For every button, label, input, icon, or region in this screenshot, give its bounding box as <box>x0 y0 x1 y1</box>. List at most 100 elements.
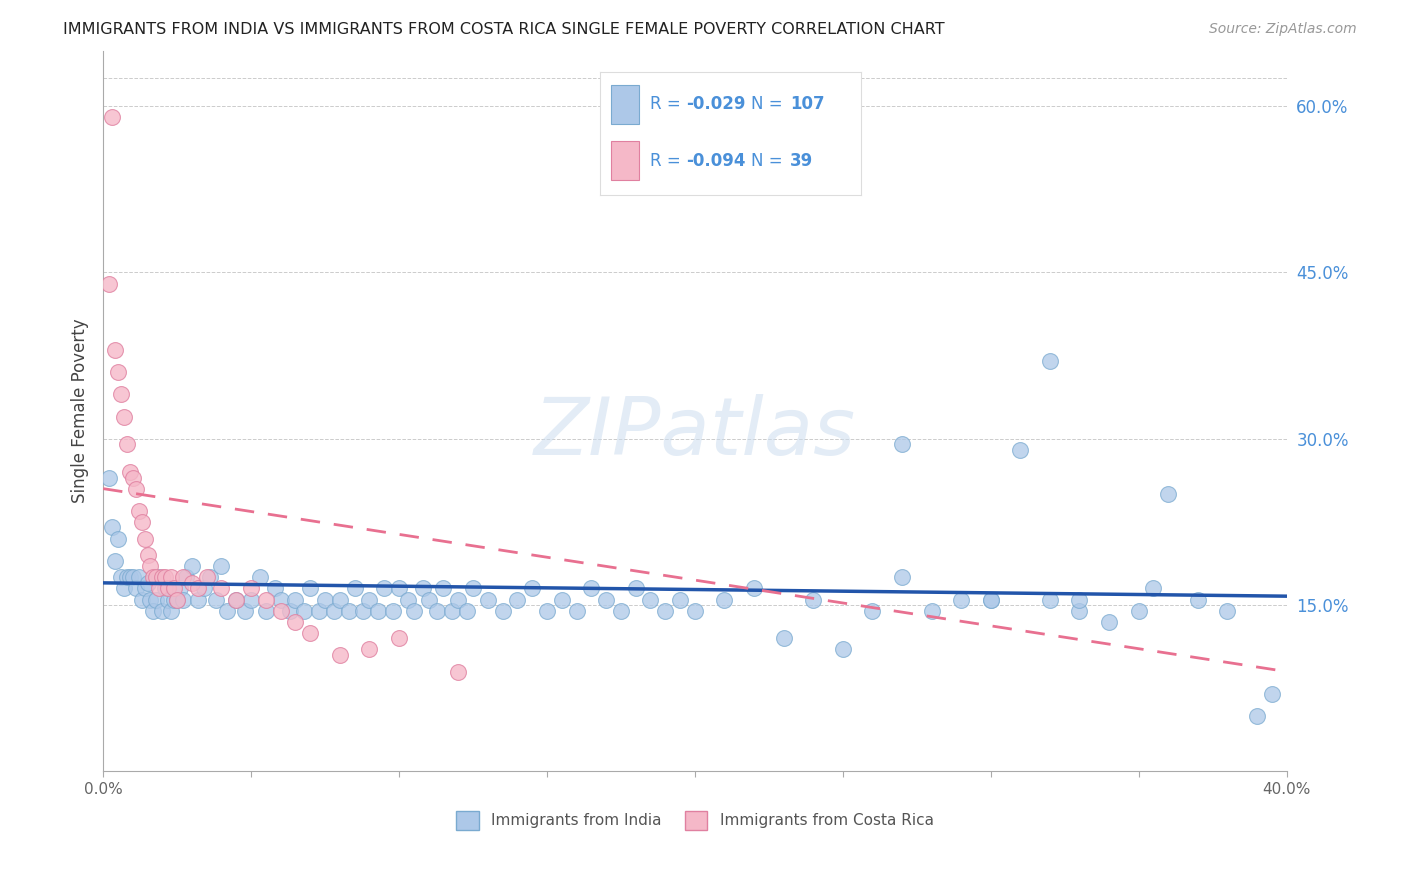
Point <box>148 570 170 584</box>
Point <box>145 592 167 607</box>
Point <box>831 642 853 657</box>
Point <box>1142 582 1164 596</box>
Point <box>388 582 411 596</box>
Point <box>163 582 186 596</box>
Point <box>98 470 121 484</box>
Point <box>104 554 127 568</box>
Point <box>536 604 558 618</box>
Point <box>211 559 233 574</box>
Point <box>233 604 256 618</box>
Point <box>314 592 336 607</box>
Point <box>520 582 543 596</box>
Point <box>249 570 271 584</box>
Point <box>329 592 352 607</box>
Point <box>150 604 173 618</box>
Point <box>136 575 159 590</box>
Point <box>284 615 307 629</box>
Point <box>1039 592 1062 607</box>
Point <box>1069 592 1091 607</box>
Y-axis label: Single Female Poverty: Single Female Poverty <box>72 318 89 503</box>
Point <box>432 582 454 596</box>
Point <box>284 592 307 607</box>
Point <box>166 592 188 607</box>
Point <box>157 582 180 596</box>
Point <box>640 592 662 607</box>
Point <box>195 570 218 584</box>
Point <box>172 570 194 584</box>
Point <box>166 592 188 607</box>
Point <box>980 592 1002 607</box>
Point <box>1261 687 1284 701</box>
Point <box>595 592 617 607</box>
Point <box>278 604 301 618</box>
Point <box>101 520 124 534</box>
Point <box>891 437 914 451</box>
Point <box>292 604 315 618</box>
Point <box>128 504 150 518</box>
Point <box>565 604 588 618</box>
Point <box>172 592 194 607</box>
Point <box>107 532 129 546</box>
Point <box>359 642 381 657</box>
Point <box>136 548 159 562</box>
Point <box>240 582 263 596</box>
Point <box>193 582 215 596</box>
Point <box>124 482 146 496</box>
Point <box>713 592 735 607</box>
Point <box>447 665 470 679</box>
Point <box>263 582 285 596</box>
Point <box>139 592 162 607</box>
Point <box>142 604 165 618</box>
Point <box>412 582 434 596</box>
Point <box>98 277 121 291</box>
Point <box>1216 604 1239 618</box>
Point <box>211 582 233 596</box>
Point <box>1128 604 1150 618</box>
Point <box>160 570 183 584</box>
Point <box>477 592 499 607</box>
Point <box>610 604 633 618</box>
Point <box>299 625 322 640</box>
Point <box>456 604 478 618</box>
Point <box>240 592 263 607</box>
Point <box>270 604 292 618</box>
Point <box>382 604 405 618</box>
Point <box>921 604 943 618</box>
Point <box>225 592 247 607</box>
Text: ZIPatlas: ZIPatlas <box>534 393 856 472</box>
Point <box>121 570 143 584</box>
Point <box>860 604 883 618</box>
Legend: Immigrants from India, Immigrants from Costa Rica: Immigrants from India, Immigrants from C… <box>450 805 939 836</box>
Point <box>134 532 156 546</box>
Point <box>112 409 135 424</box>
Point <box>180 559 202 574</box>
Point <box>142 570 165 584</box>
Point <box>683 604 706 618</box>
Point <box>624 582 647 596</box>
Point <box>461 582 484 596</box>
Point <box>418 592 440 607</box>
Point <box>367 604 389 618</box>
Point <box>118 465 141 479</box>
Point <box>343 582 366 596</box>
Point <box>373 582 395 596</box>
Point <box>148 582 170 596</box>
Point <box>441 604 464 618</box>
Point <box>1010 442 1032 457</box>
Point <box>128 570 150 584</box>
Point <box>402 604 425 618</box>
Point <box>254 604 277 618</box>
Point <box>217 604 239 618</box>
Point <box>131 515 153 529</box>
Point <box>163 592 186 607</box>
Point <box>329 648 352 662</box>
Point <box>447 592 470 607</box>
Point <box>308 604 330 618</box>
Point <box>1246 709 1268 723</box>
Point <box>506 592 529 607</box>
Point <box>551 592 574 607</box>
Point <box>337 604 360 618</box>
Point <box>198 570 221 584</box>
Point <box>270 592 292 607</box>
Point <box>155 570 177 584</box>
